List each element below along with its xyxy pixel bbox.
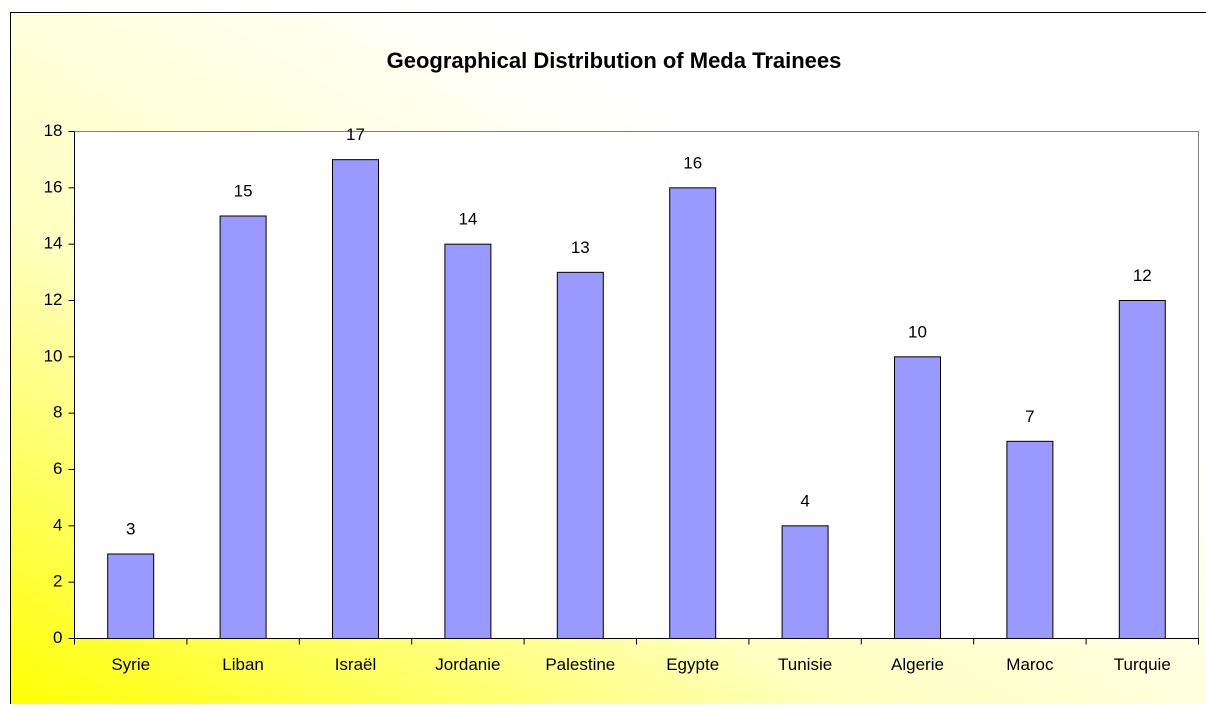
- data-label: 7: [1025, 407, 1034, 426]
- chart-title: Geographical Distribution of Meda Traine…: [387, 48, 842, 73]
- data-label: 14: [458, 210, 477, 229]
- data-label: 17: [346, 125, 365, 144]
- x-tick-label: Maroc: [1006, 655, 1054, 674]
- x-tick-label: Algerie: [891, 655, 944, 674]
- data-label: 10: [908, 322, 927, 341]
- y-tick-label: 12: [44, 290, 63, 309]
- bar: [895, 357, 941, 639]
- bar: [670, 188, 716, 639]
- x-tick-label: Tunisie: [778, 655, 832, 674]
- y-tick-label: 2: [53, 572, 62, 591]
- data-label: 4: [800, 491, 809, 510]
- y-tick-label: 10: [44, 346, 63, 365]
- x-tick-label: Turquie: [1114, 655, 1171, 674]
- bar: [782, 526, 828, 639]
- y-tick-label: 16: [44, 177, 63, 196]
- y-tick-label: 6: [53, 459, 62, 478]
- bar: [108, 554, 154, 639]
- x-tick-label: Palestine: [545, 655, 615, 674]
- bar: [445, 244, 491, 638]
- bar: [220, 216, 266, 639]
- bar: [557, 272, 603, 638]
- bar: [1119, 301, 1165, 639]
- data-label: 15: [234, 181, 253, 200]
- y-tick-label: 0: [53, 628, 62, 647]
- y-tick-label: 18: [44, 121, 63, 140]
- data-label: 12: [1133, 266, 1152, 285]
- data-label: 16: [683, 153, 702, 172]
- x-tick-label: Liban: [222, 655, 264, 674]
- y-tick-label: 4: [53, 515, 62, 534]
- x-tick-label: Egypte: [666, 655, 719, 674]
- bar: [333, 160, 379, 639]
- x-tick-label: Jordanie: [435, 655, 500, 674]
- data-label: 3: [126, 519, 135, 538]
- bar: [1007, 441, 1053, 638]
- x-tick-label: Syrie: [111, 655, 150, 674]
- data-label: 13: [571, 238, 590, 257]
- x-tick-label: Israël: [335, 655, 377, 674]
- y-tick-label: 8: [53, 403, 62, 422]
- y-tick-label: 14: [44, 234, 63, 253]
